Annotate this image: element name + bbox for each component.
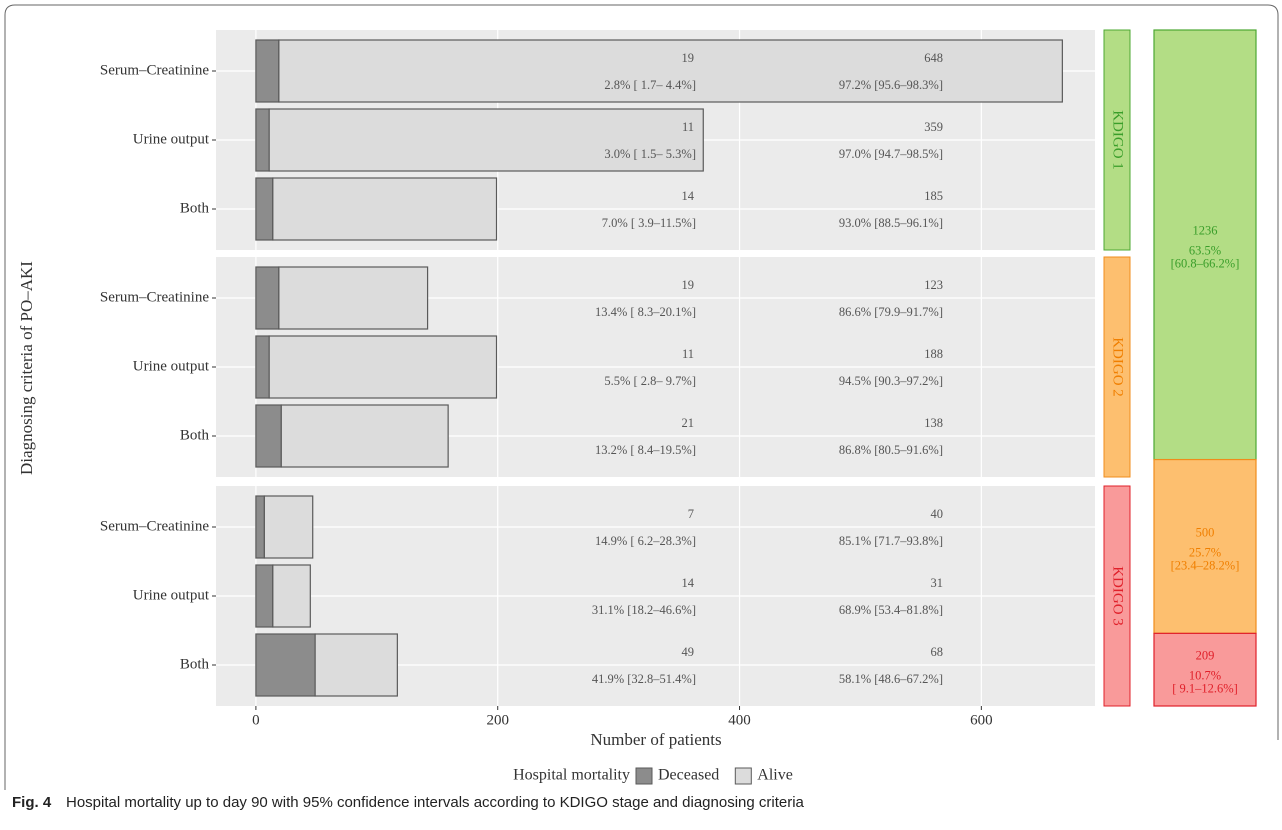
x-tick-label: 600 <box>970 712 993 728</box>
x-tick-label: 200 <box>486 712 509 728</box>
bar-segment <box>255 335 270 399</box>
summary-segment <box>1153 458 1257 634</box>
bar-segment <box>280 404 449 468</box>
y-tick-label: Urine output <box>133 587 210 603</box>
bar-segment <box>278 266 429 330</box>
bar-segment <box>255 266 280 330</box>
alive-percent: 86.8% [80.5–91.6%] <box>839 443 943 457</box>
deceased-count: 49 <box>682 645 695 659</box>
summary-ci: [ 9.1–12.6%] <box>1172 682 1238 696</box>
alive-count: 68 <box>931 645 944 659</box>
bar-segment <box>255 564 274 628</box>
deceased-percent: 13.4% [ 8.3–20.1%] <box>595 305 696 319</box>
bar-segment <box>263 495 314 559</box>
summary-count: 500 <box>1196 525 1215 539</box>
caption: Hospital mortality up to day 90 with 95%… <box>66 794 805 811</box>
summary-ci: [23.4–28.2%] <box>1171 558 1240 572</box>
y-tick-label: Serum–Creatinine <box>100 289 209 305</box>
summary-percent: 10.7% <box>1189 669 1221 683</box>
y-tick-label: Both <box>180 200 210 216</box>
deceased-percent: 3.0% [ 1.5– 5.3%] <box>604 147 696 161</box>
alive-percent: 68.9% [53.4–81.8%] <box>839 603 943 617</box>
deceased-percent: 41.9% [32.8–51.4%] <box>592 672 696 686</box>
y-tick-label: Both <box>180 656 210 672</box>
alive-count: 188 <box>924 347 943 361</box>
strip <box>1103 485 1131 707</box>
strip-label: KDIGO 3 <box>1110 566 1126 626</box>
summary-segment <box>1153 29 1257 461</box>
y-axis-title: Diagnosing criteria of PO–AKI <box>17 261 36 475</box>
deceased-count: 14 <box>682 189 695 203</box>
y-tick-label: Serum–Creatinine <box>100 62 209 78</box>
summary-percent: 63.5% <box>1189 244 1221 258</box>
summary-count: 1236 <box>1193 224 1218 238</box>
summary-count: 209 <box>1196 649 1215 663</box>
alive-percent: 93.0% [88.5–96.1%] <box>839 216 943 230</box>
alive-count: 648 <box>924 51 943 65</box>
deceased-count: 21 <box>682 416 695 430</box>
x-tick-label: 0 <box>252 712 260 728</box>
bar-segment <box>268 108 704 172</box>
bar-segment <box>255 633 316 697</box>
alive-percent: 94.5% [90.3–97.2%] <box>839 374 943 388</box>
deceased-count: 11 <box>682 120 694 134</box>
bar-segment <box>314 633 398 697</box>
deceased-percent: 5.5% [ 2.8– 9.7%] <box>604 374 696 388</box>
strip <box>1103 256 1131 478</box>
y-tick-label: Both <box>180 427 210 443</box>
summary-percent: 25.7% <box>1189 545 1221 559</box>
caption-label: Fig. 4 <box>12 794 52 811</box>
deceased-count: 19 <box>682 51 695 65</box>
legend-label: Alive <box>757 767 793 784</box>
deceased-percent: 14.9% [ 6.2–28.3%] <box>595 534 696 548</box>
strip-label: KDIGO 2 <box>1110 337 1126 397</box>
summary-ci: [60.8–66.2%] <box>1171 257 1240 271</box>
deceased-percent: 13.2% [ 8.4–19.5%] <box>595 443 696 457</box>
bar-segment <box>272 177 498 241</box>
y-tick-label: Urine output <box>133 358 210 374</box>
bar-segment <box>255 39 280 103</box>
legend-label: Deceased <box>658 767 719 784</box>
alive-count: 185 <box>924 189 943 203</box>
deceased-percent: 2.8% [ 1.7– 4.4%] <box>604 78 696 92</box>
y-tick-label: Urine output <box>133 131 210 147</box>
bar-segment <box>268 335 498 399</box>
strip-label: KDIGO 1 <box>1110 110 1126 170</box>
alive-count: 123 <box>924 278 943 292</box>
alive-percent: 85.1% [71.7–93.8%] <box>839 534 943 548</box>
alive-count: 31 <box>931 576 944 590</box>
legend-title: Hospital mortality <box>513 767 630 784</box>
alive-percent: 97.0% [94.7–98.5%] <box>839 147 943 161</box>
summary-segment <box>1153 632 1257 707</box>
bar-segment <box>278 39 1063 103</box>
deceased-percent: 7.0% [ 3.9–11.5%] <box>602 216 696 230</box>
legend-swatch <box>635 767 653 785</box>
bar-segment <box>255 177 274 241</box>
bar-segment <box>255 108 270 172</box>
deceased-count: 14 <box>682 576 695 590</box>
figure-frame <box>4 4 1279 790</box>
deceased-count: 19 <box>682 278 695 292</box>
alive-percent: 97.2% [95.6–98.3%] <box>839 78 943 92</box>
bar-segment <box>255 404 282 468</box>
deceased-count: 11 <box>682 347 694 361</box>
bar-segment <box>272 564 311 628</box>
alive-count: 40 <box>931 507 944 521</box>
x-tick-label: 400 <box>728 712 751 728</box>
strip <box>1103 29 1131 251</box>
y-tick-label: Serum–Creatinine <box>100 518 209 534</box>
x-axis-title: Number of patients <box>590 730 721 749</box>
deceased-count: 7 <box>688 507 694 521</box>
bar-segment <box>255 495 265 559</box>
deceased-percent: 31.1% [18.2–46.6%] <box>592 603 696 617</box>
alive-percent: 86.6% [79.9–91.7%] <box>839 305 943 319</box>
alive-percent: 58.1% [48.6–67.2%] <box>839 672 943 686</box>
legend-swatch <box>734 767 752 785</box>
alive-count: 138 <box>924 416 943 430</box>
alive-count: 359 <box>924 120 943 134</box>
